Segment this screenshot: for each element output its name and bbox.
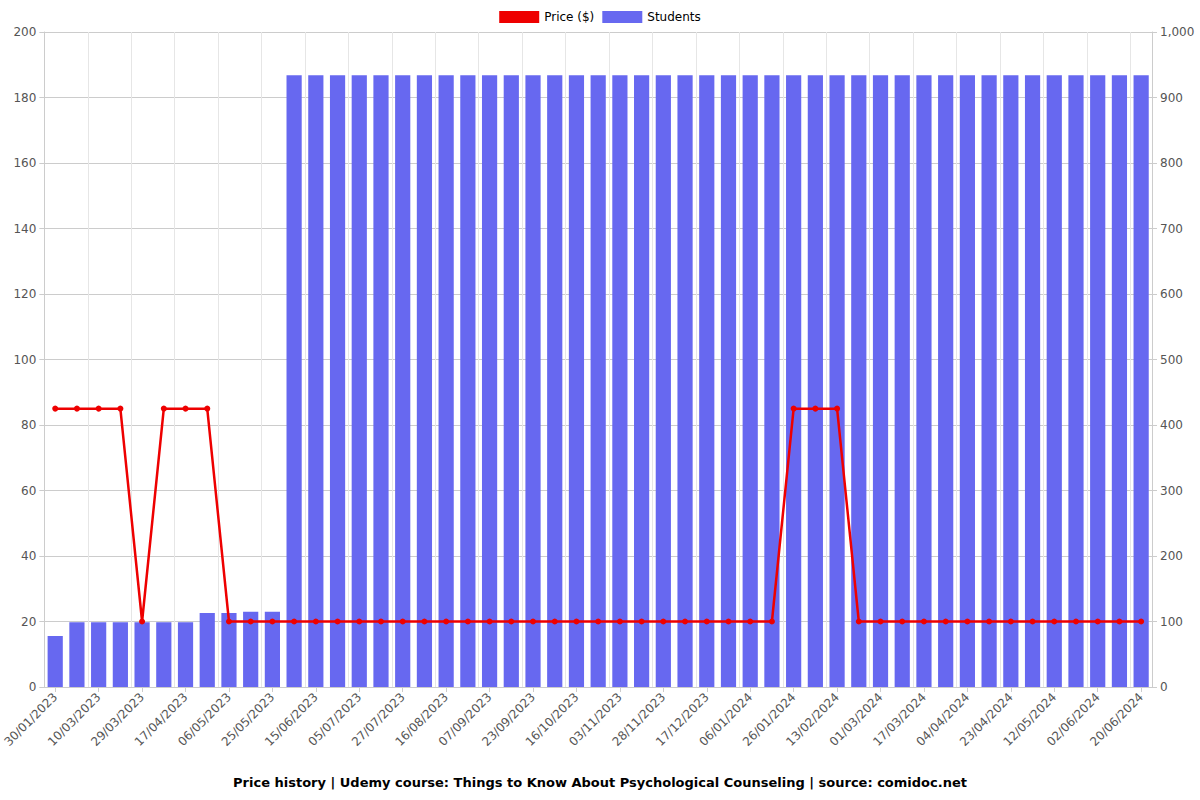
svg-text:23/09/2023: 23/09/2023	[479, 690, 538, 749]
svg-text:80: 80	[21, 418, 36, 432]
svg-text:17/03/2024: 17/03/2024	[870, 690, 929, 749]
svg-text:06/05/2023: 06/05/2023	[175, 690, 234, 749]
svg-text:100: 100	[1160, 615, 1183, 629]
svg-text:10/03/2023: 10/03/2023	[44, 690, 104, 749]
svg-text:20: 20	[21, 615, 36, 629]
svg-text:05/07/2023: 05/07/2023	[305, 690, 365, 749]
svg-text:0: 0	[1160, 680, 1168, 694]
svg-text:16/10/2023: 16/10/2023	[522, 690, 582, 749]
svg-text:25/05/2023: 25/05/2023	[218, 690, 278, 749]
svg-text:600: 600	[1160, 287, 1183, 301]
svg-text:01/03/2024: 01/03/2024	[826, 690, 886, 749]
svg-text:15/06/2023: 15/06/2023	[262, 690, 321, 749]
svg-text:13/02/2024: 13/02/2024	[783, 690, 842, 749]
svg-text:30/01/2023: 30/01/2023	[1, 690, 61, 749]
svg-text:04/04/2024: 04/04/2024	[913, 690, 973, 749]
svg-text:Students: Students	[647, 10, 701, 24]
svg-text:0: 0	[29, 680, 37, 694]
svg-text:700: 700	[1160, 222, 1183, 236]
svg-text:180: 180	[13, 91, 36, 105]
svg-text:23/04/2024: 23/04/2024	[957, 690, 1016, 749]
svg-text:200: 200	[1160, 549, 1183, 563]
svg-text:20/06/2024: 20/06/2024	[1087, 690, 1146, 749]
svg-text:160: 160	[13, 156, 36, 170]
svg-text:120: 120	[13, 287, 36, 301]
svg-text:16/08/2023: 16/08/2023	[392, 690, 452, 749]
svg-text:17/04/2023: 17/04/2023	[131, 690, 191, 749]
svg-text:Price history | Udemy course:: Price history | Udemy course: Things to …	[233, 775, 967, 790]
svg-text:60: 60	[21, 484, 36, 498]
svg-text:1,000: 1,000	[1160, 25, 1194, 39]
svg-text:200: 200	[13, 25, 36, 39]
svg-text:Price ($): Price ($)	[544, 10, 594, 24]
svg-text:26/01/2024: 26/01/2024	[739, 690, 799, 749]
svg-text:400: 400	[1160, 418, 1183, 432]
svg-text:12/05/2024: 12/05/2024	[1000, 690, 1060, 749]
svg-text:500: 500	[1160, 353, 1183, 367]
svg-text:07/09/2023: 07/09/2023	[435, 690, 495, 749]
svg-text:06/01/2024: 06/01/2024	[696, 690, 756, 749]
svg-text:17/12/2023: 17/12/2023	[653, 690, 712, 749]
svg-text:800: 800	[1160, 156, 1183, 170]
svg-text:29/03/2023: 29/03/2023	[88, 690, 147, 749]
svg-text:40: 40	[21, 549, 36, 563]
svg-text:28/11/2023: 28/11/2023	[609, 690, 669, 749]
svg-text:02/06/2024: 02/06/2024	[1043, 690, 1103, 749]
svg-text:27/07/2023: 27/07/2023	[348, 690, 408, 749]
svg-text:900: 900	[1160, 91, 1183, 105]
svg-text:300: 300	[1160, 484, 1183, 498]
svg-text:140: 140	[13, 222, 36, 236]
svg-text:03/11/2023: 03/11/2023	[566, 690, 625, 749]
svg-text:100: 100	[13, 353, 36, 367]
